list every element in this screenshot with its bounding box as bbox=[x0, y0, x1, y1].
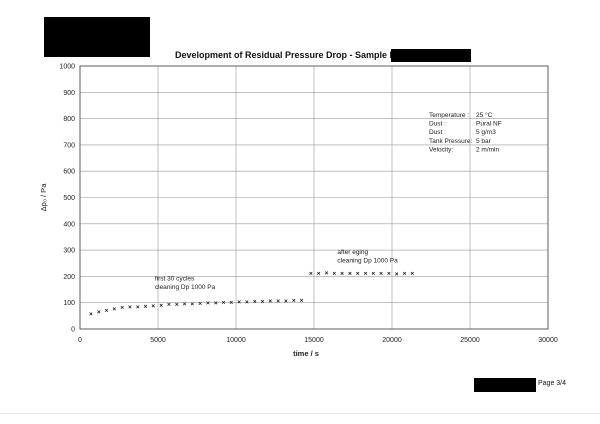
data-point: × bbox=[332, 270, 336, 277]
info-value: 5 g/m3 bbox=[476, 129, 496, 136]
info-label: Dust : bbox=[429, 121, 446, 128]
redacted-sample-id bbox=[391, 49, 471, 62]
data-point: × bbox=[292, 298, 296, 305]
data-point: × bbox=[97, 309, 101, 316]
x-tick-label: 30000 bbox=[538, 337, 558, 344]
data-point: × bbox=[364, 270, 368, 277]
data-point: × bbox=[183, 301, 187, 308]
data-point: × bbox=[261, 298, 265, 305]
info-label: Dust : bbox=[429, 129, 446, 136]
data-point: × bbox=[371, 271, 375, 278]
y-tick-label: 400 bbox=[63, 221, 75, 228]
info-value: 5 bar bbox=[476, 138, 492, 145]
y-tick-label: 300 bbox=[63, 248, 75, 255]
data-point: × bbox=[410, 271, 414, 278]
info-label: Temperature : bbox=[429, 112, 469, 119]
data-point: × bbox=[229, 299, 233, 306]
info-value: Pural NF bbox=[476, 121, 502, 128]
data-point: × bbox=[356, 271, 360, 278]
chart-grid bbox=[79, 65, 549, 330]
data-point: × bbox=[268, 298, 272, 305]
data-point: × bbox=[120, 305, 124, 312]
redacted-logo bbox=[44, 17, 150, 57]
chart-info-box: Temperature : 25 °C Dust : Pural NF Dust : 5 … bbox=[429, 111, 502, 153]
data-point: × bbox=[159, 302, 163, 309]
data-point: × bbox=[395, 271, 399, 278]
annotation-text: first 30 cycles bbox=[155, 275, 195, 282]
data-point: × bbox=[105, 307, 109, 314]
x-tick-label: 5000 bbox=[150, 337, 166, 344]
y-tick-label: 500 bbox=[63, 195, 75, 202]
info-value: 25 °C bbox=[476, 111, 493, 119]
info-label: Velocity: bbox=[429, 146, 453, 153]
annotation-text: cleaning Dp 1000 Pa bbox=[155, 284, 216, 291]
y-tick-label: 0 bbox=[71, 327, 75, 334]
chart-annotations: first 30 cycles cleaning Dp 1000 Pa after … bbox=[155, 249, 398, 291]
x-tick-label: 15000 bbox=[304, 337, 324, 344]
x-tick-label: 20000 bbox=[382, 337, 402, 344]
data-point: × bbox=[309, 270, 313, 277]
x-tick-label: 25000 bbox=[460, 337, 480, 344]
data-point: × bbox=[276, 298, 280, 305]
data-point: × bbox=[190, 301, 194, 308]
chart-data-points: × × × × × × × × × × × × × × × × × × × × × × × × × × × ×× × × × × × × × × × × ×… bbox=[89, 270, 414, 318]
data-point: × bbox=[325, 270, 329, 277]
y-tick-label: 600 bbox=[63, 169, 75, 176]
y-tick-label: 700 bbox=[63, 142, 75, 149]
data-point: × bbox=[403, 271, 407, 278]
annotation-text: after eging bbox=[337, 249, 368, 256]
data-point: × bbox=[206, 300, 210, 307]
y-tick-label: 800 bbox=[63, 116, 75, 123]
data-point: × bbox=[237, 299, 241, 306]
x-axis-label: time / s bbox=[293, 349, 319, 358]
data-point: × bbox=[198, 300, 202, 307]
data-point: × bbox=[89, 311, 93, 318]
data-point: × bbox=[300, 297, 304, 304]
data-point: × bbox=[151, 303, 155, 310]
y-tick-label: 900 bbox=[63, 90, 75, 97]
data-point: × bbox=[340, 271, 344, 278]
data-point: × bbox=[214, 300, 218, 307]
redacted-footer bbox=[474, 378, 536, 392]
page-divider bbox=[0, 413, 600, 414]
data-point: × bbox=[245, 299, 249, 306]
data-point: × bbox=[112, 306, 116, 313]
data-point: × bbox=[167, 302, 171, 309]
chart-title: Development of Residual Pressure Drop - … bbox=[175, 50, 412, 60]
data-point: × bbox=[317, 270, 321, 277]
y-tick-label: 100 bbox=[63, 300, 75, 307]
info-value: 2 m/min bbox=[476, 146, 500, 153]
data-point: × bbox=[175, 301, 179, 308]
data-point: × bbox=[222, 300, 226, 307]
y-tick-label: 1000 bbox=[59, 64, 75, 71]
data-point: × bbox=[136, 304, 140, 311]
data-point: × bbox=[128, 304, 132, 311]
info-label: Tank Pressure: bbox=[429, 138, 473, 145]
annotation-text: cleaning Dp 1000 Pa bbox=[337, 258, 398, 265]
x-tick-label: 0 bbox=[78, 337, 82, 344]
data-point: × bbox=[144, 303, 148, 310]
plot-frame bbox=[79, 65, 549, 330]
x-tick-label: 10000 bbox=[226, 337, 246, 344]
chart-axes: 0 5000 10000 15000 20000 25000 30000 0 100 200 300… bbox=[39, 64, 558, 359]
data-point: × bbox=[253, 299, 257, 306]
y-tick-label: 200 bbox=[63, 274, 75, 281]
data-point: × bbox=[379, 270, 383, 277]
data-point: × bbox=[284, 298, 288, 305]
data-point: × bbox=[348, 270, 352, 277]
y-axis-label: Δp₀ / Pa bbox=[39, 183, 48, 212]
data-point: × bbox=[387, 271, 391, 278]
page-number: Page 3/4 bbox=[538, 380, 567, 387]
